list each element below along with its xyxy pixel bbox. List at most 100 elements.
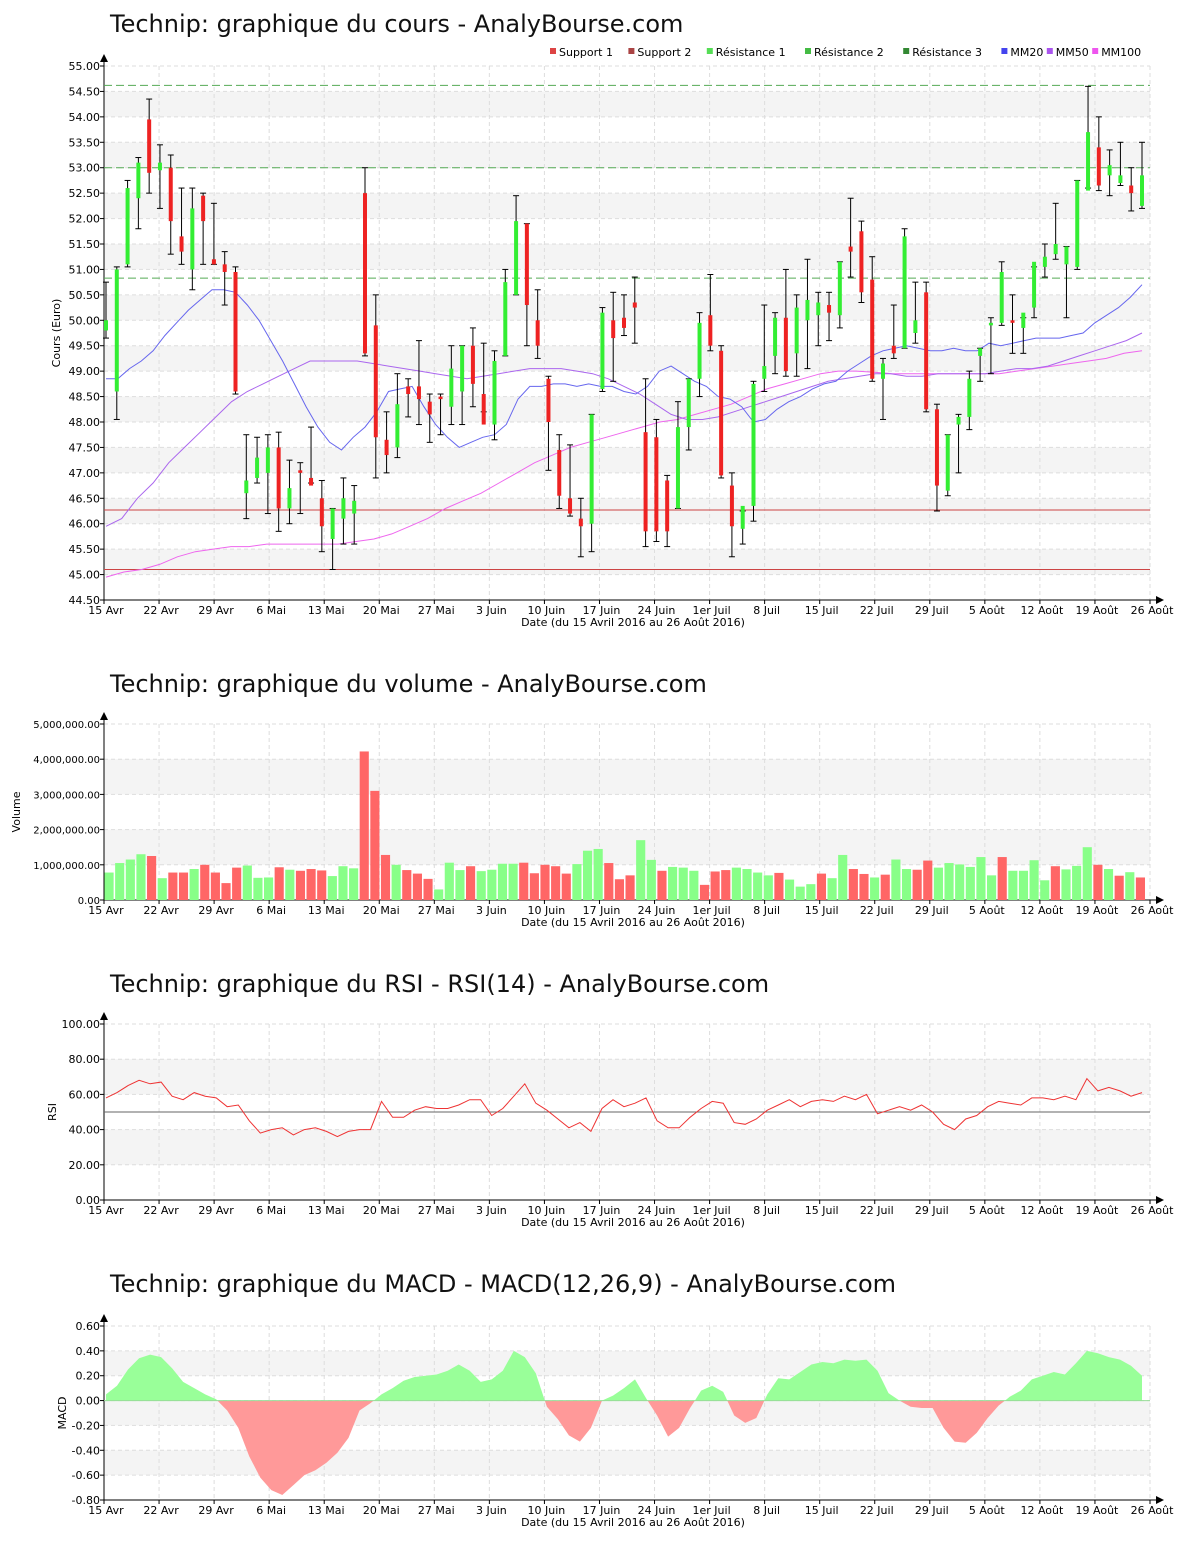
y-tick-label: 5,000,000.00 <box>33 720 100 731</box>
x-tick-label: 12 Août <box>1020 1504 1064 1517</box>
candle-body <box>190 208 195 270</box>
volume-bar <box>221 883 231 900</box>
grid-band <box>104 396 1150 422</box>
candle-body <box>255 457 260 478</box>
y-tick-label: 51.00 <box>69 263 101 276</box>
x-tick-label: 15 Juil <box>805 1204 839 1217</box>
candle-body <box>1107 165 1112 176</box>
x-tick-label: 29 Juil <box>915 604 949 617</box>
volume-bar <box>434 889 444 900</box>
volume-chart: 0.00 1,000,000.00 2,000,000.00 3,000,000.00… <box>10 712 1175 929</box>
x-axis-title: Date (du 15 Avril 2016 au 26 Août 2016) <box>521 1216 745 1229</box>
grid-band <box>104 829 1150 865</box>
candle-body <box>719 350 724 476</box>
volume-bar <box>710 871 720 900</box>
x-tick-label: 12 Août <box>1020 604 1064 617</box>
volume-bar <box>349 868 359 900</box>
x-tick-label: 24 Juin <box>638 1504 676 1517</box>
candle-body <box>913 320 918 333</box>
x-tick-label: 19 Août <box>1076 1204 1120 1217</box>
volume-bar <box>412 873 422 900</box>
candle-body <box>643 432 648 532</box>
volume-bar <box>200 864 210 900</box>
y-axis-title: MACD <box>56 1397 69 1430</box>
y-tick-label: 1,000,000.00 <box>33 861 100 872</box>
candle-body <box>341 498 346 519</box>
candle-body <box>319 498 324 527</box>
x-axis-arrow <box>1156 1196 1164 1204</box>
x-tick-label: 29 Juil <box>915 1204 949 1217</box>
x-tick-label: 15 Juil <box>805 904 839 917</box>
volume-bar <box>1008 870 1018 900</box>
volume-bar <box>178 872 189 900</box>
volume-bar <box>295 870 306 900</box>
candle-body <box>686 378 691 428</box>
x-tick-label: 20 Mai <box>363 1504 400 1517</box>
x-tick-label: 22 Avr <box>143 904 179 917</box>
candle-body <box>276 447 281 509</box>
x-tick-label: 13 Mai <box>308 1204 345 1217</box>
candle-body <box>233 271 238 392</box>
legend-swatch <box>903 48 910 54</box>
legend-swatch <box>628 48 635 54</box>
volume-bar <box>125 859 135 900</box>
y-tick-label: 80.00 <box>69 1053 101 1066</box>
y-axis-title: RSI <box>46 1103 59 1121</box>
y-tick-label: -0.40 <box>72 1444 100 1457</box>
candle-body <box>1010 320 1015 323</box>
x-tick-label: 26 Août <box>1131 904 1175 917</box>
volume-bar <box>614 879 624 900</box>
y-tick-label: 53.50 <box>69 136 101 149</box>
candle-body <box>535 320 540 346</box>
grid-band <box>104 759 1150 795</box>
candle-body <box>1021 312 1026 328</box>
x-tick-label: 8 Juil <box>753 604 780 617</box>
volume-bar <box>210 872 220 900</box>
volume-bar <box>636 840 646 900</box>
macd-panel: Technip: graphique du MACD - MACD(12,26,… <box>0 1260 1200 1550</box>
volume-bar <box>593 848 603 900</box>
x-tick-label: 10 Juin <box>528 904 566 917</box>
candle-body <box>1129 185 1134 194</box>
x-tick-label: 5 Août <box>969 1204 1006 1217</box>
mm20-line <box>106 284 1143 451</box>
x-tick-label: 24 Juin <box>638 904 676 917</box>
volume-bar <box>753 872 763 900</box>
candle-body <box>945 434 950 491</box>
volume-bar <box>1082 847 1092 900</box>
volume-bar <box>508 863 518 900</box>
candle-body <box>1118 175 1123 183</box>
legend-swatch <box>1092 48 1099 54</box>
y-tick-label: 0.00 <box>76 1395 101 1408</box>
price-chart: 44.50 45.00 45.50 46.00 46.50 47.00 47.50 48.00… <box>50 46 1174 629</box>
volume-bar <box>274 867 284 900</box>
candle-body <box>373 325 378 438</box>
volume-chart-title: Technip: graphique du volume - AnalyBour… <box>110 670 707 698</box>
volume-bar <box>104 872 114 900</box>
volume-bar <box>604 863 614 900</box>
candle-body <box>578 518 583 527</box>
x-tick-label: 19 Août <box>1076 1504 1120 1517</box>
candle-body <box>406 386 411 395</box>
volume-bar <box>891 859 901 900</box>
volume-bar <box>370 790 380 900</box>
x-tick-label: 19 Août <box>1076 904 1120 917</box>
x-tick-label: 17 Juin <box>583 904 621 917</box>
candle-body <box>557 449 562 496</box>
volume-bar <box>1072 865 1082 900</box>
volume-bar <box>784 879 795 900</box>
candle-body <box>384 439 389 456</box>
legend-label: Résistance 2 <box>814 46 884 59</box>
y-tick-label: 0.60 <box>76 1320 101 1333</box>
candle-body <box>999 271 1004 323</box>
grid-band <box>104 1059 1150 1095</box>
candle-body <box>697 322 702 379</box>
volume-bar <box>987 875 997 900</box>
candle-body <box>492 360 497 425</box>
volume-bar <box>168 872 178 900</box>
y-tick-label: 49.50 <box>69 340 101 353</box>
candle-body <box>416 386 421 400</box>
x-tick-label: 13 Mai <box>308 604 345 617</box>
candle-body <box>179 236 184 252</box>
candle-body <box>524 223 529 306</box>
